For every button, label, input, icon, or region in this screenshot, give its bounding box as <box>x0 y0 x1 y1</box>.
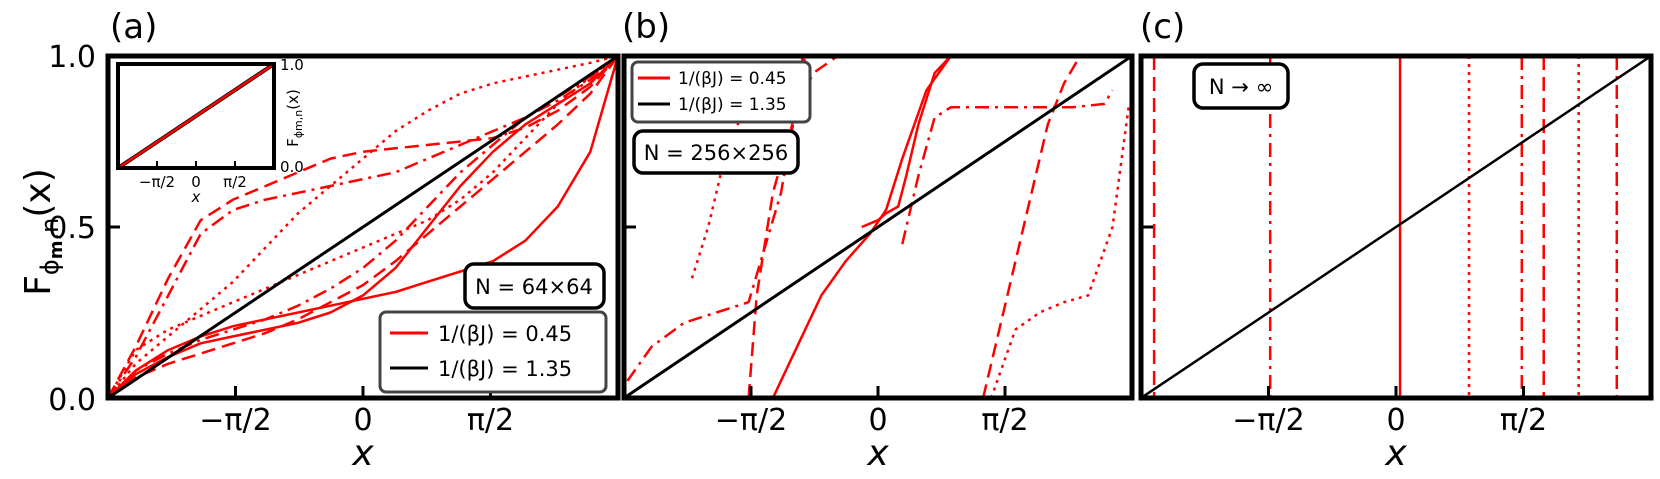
inset-a: −π/2 0 π/2 x 1.0 0.0 Fϕm,n(x) <box>116 56 305 206</box>
x-tick-label: 0 <box>1386 403 1405 438</box>
axis-ticks: −π/2 0 π/2 x −π/2 0 π/2 x −π/2 0 π/2 x <box>108 54 1547 474</box>
series-line-black <box>1141 56 1651 398</box>
annotation-box-a: N = 64×64 <box>463 262 606 310</box>
series-line-red <box>108 56 618 398</box>
series-line-black <box>108 56 618 398</box>
inset-y-tick-label: 1.0 <box>280 56 304 74</box>
series-line-red <box>108 56 618 398</box>
series-line-red <box>108 56 618 398</box>
x-tick-label: π/2 <box>467 403 514 438</box>
inset-x-tick-label: −π/2 <box>139 173 175 191</box>
series-line-red <box>108 56 618 398</box>
x-tick-label: −π/2 <box>715 403 787 438</box>
series-line-black <box>624 56 1132 398</box>
annotation-text: N = 256×256 <box>644 141 788 165</box>
inset-x-tick-label: 0 <box>191 173 201 191</box>
x-axis-label: x <box>1384 433 1407 474</box>
series-line-red <box>108 56 618 398</box>
inset-lines <box>116 62 276 170</box>
legend-label: 1/(βJ) = 0.45 <box>678 69 787 89</box>
panel-c <box>1141 56 1651 398</box>
x-tick-label: π/2 <box>1500 403 1547 438</box>
inset-series-line <box>117 62 275 170</box>
series-line-red <box>861 56 952 229</box>
panel-label-b: (b) <box>622 7 670 47</box>
x-axis-label: x <box>866 433 889 474</box>
series-line-red <box>626 56 807 382</box>
series-line-red <box>108 56 618 398</box>
series-line-red <box>990 107 1130 398</box>
annotation-frame <box>1192 62 1290 110</box>
annotation-box-c: N → ∞ <box>1192 62 1290 110</box>
legend-b: 1/(βJ) = 0.45 1/(βJ) = 1.35 <box>630 60 812 124</box>
legend-a: 1/(βJ) = 0.45 1/(βJ) = 1.35 <box>378 310 608 394</box>
legend-frame <box>630 60 812 124</box>
y-tick-label: 0.0 <box>48 383 96 418</box>
legend-label: 1/(βJ) = 0.45 <box>438 322 572 346</box>
legend-frame <box>378 310 608 394</box>
legend-label: 1/(βJ) = 1.35 <box>678 95 787 115</box>
series-line-red <box>747 56 839 398</box>
series-line-red <box>981 56 1082 398</box>
inset-y-tick-label: 0.0 <box>280 158 304 176</box>
y-tick-label: 1.0 <box>48 40 96 75</box>
inset-x-tick-label: π/2 <box>223 173 247 191</box>
inset-y-axis-label: Fϕm,n(x) <box>284 89 305 147</box>
series-line-red <box>108 56 618 398</box>
annotation-frame <box>463 262 606 310</box>
annotation-text: N = 64×64 <box>475 275 593 299</box>
x-tick-label: 0 <box>868 403 887 438</box>
panel-a <box>108 56 618 398</box>
inset-x-axis-label: x <box>191 188 201 206</box>
legend-label: 1/(βJ) = 1.35 <box>438 357 572 381</box>
annotation-box-b: N = 256×256 <box>632 129 800 175</box>
x-axis-label: x <box>351 433 374 474</box>
x-tick-label: −π/2 <box>1232 403 1304 438</box>
annotation-frame <box>632 129 800 175</box>
x-tick-label: 0 <box>353 403 372 438</box>
x-tick-label: −π/2 <box>199 403 271 438</box>
y-tick-label: 0.5 <box>48 211 96 246</box>
annotation-text: N → ∞ <box>1209 75 1273 99</box>
panel-label-c: (c) <box>1140 7 1185 47</box>
series-line-red <box>901 89 1114 245</box>
panel-label-a: (a) <box>110 7 157 47</box>
x-tick-label: π/2 <box>981 403 1028 438</box>
series-line-red <box>771 56 959 398</box>
